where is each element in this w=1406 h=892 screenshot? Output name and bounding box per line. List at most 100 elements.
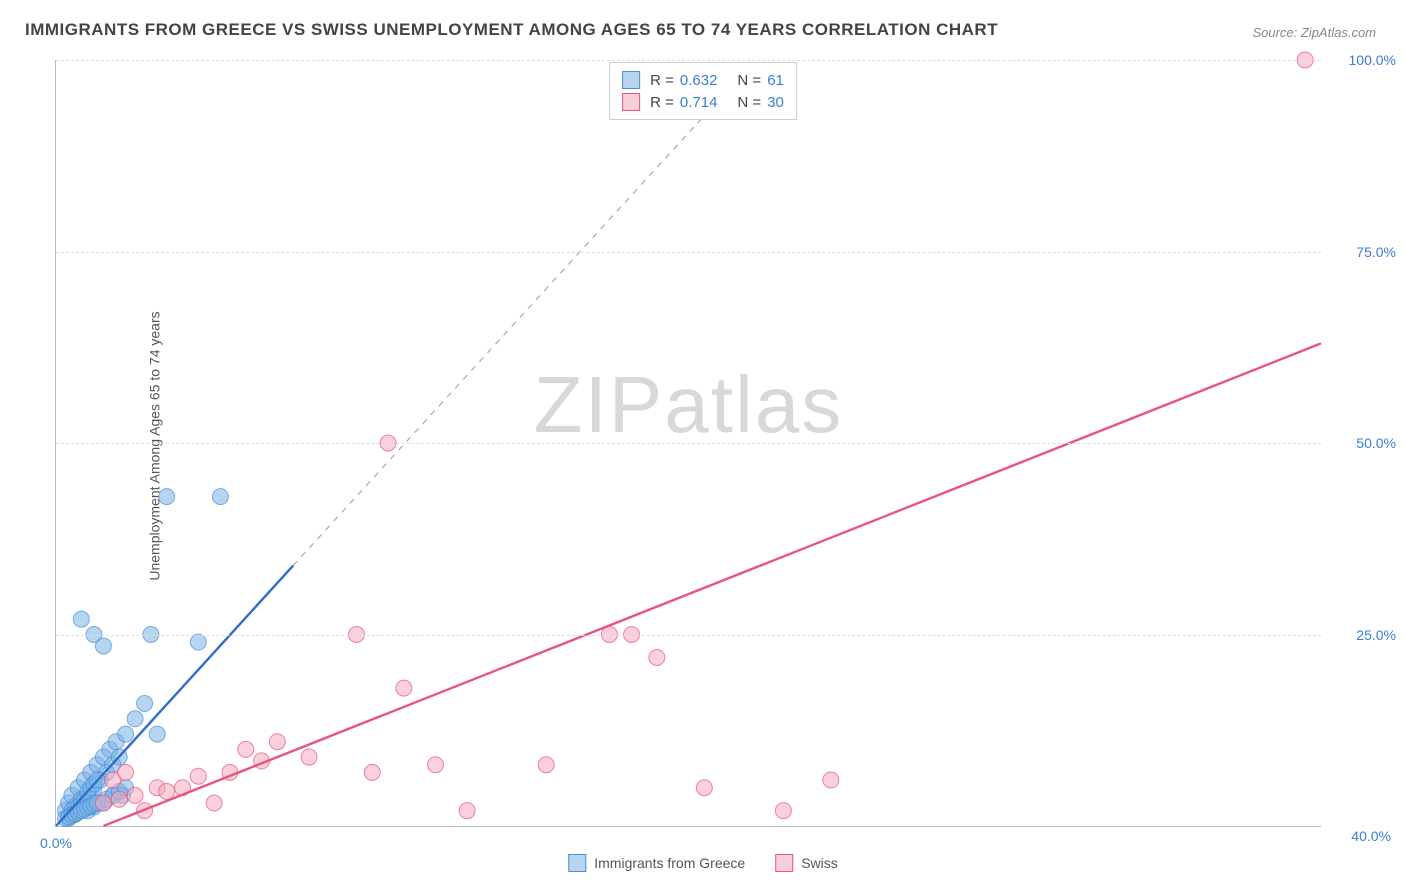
data-point [99,764,115,780]
data-point [76,791,92,807]
legend-stats-row: R =0.714N =30 [622,91,784,113]
n-label: N = [737,94,761,111]
data-point [105,757,121,773]
y-tick-label: 100.0% [1331,52,1396,68]
data-point [99,791,115,807]
legend-swatch-icon [568,854,586,872]
data-point [92,795,108,811]
legend-swatch-icon [622,71,640,89]
data-point [108,734,124,750]
data-point [64,803,80,819]
data-point [269,734,285,750]
data-point [118,726,134,742]
data-point [67,799,83,815]
data-point [696,780,712,796]
y-tick-label: 25.0% [1331,627,1396,643]
trend-line [103,343,1321,826]
data-point [206,795,222,811]
data-point [118,764,134,780]
data-point [114,787,130,803]
data-point [95,795,111,811]
data-point [649,649,665,665]
data-point [73,803,89,819]
data-point [80,800,96,816]
data-point [86,776,102,792]
data-point [57,810,73,826]
data-point [70,799,86,815]
data-point [95,749,111,765]
data-point [61,810,77,826]
series-legend: Immigrants from Greece Swiss [568,854,838,872]
data-point [111,784,127,800]
r-value: 0.632 [680,72,718,89]
chart-title: IMMIGRANTS FROM GREECE VS SWISS UNEMPLOY… [25,20,998,40]
source-label: Source: ZipAtlas.com [1252,25,1376,40]
data-point [118,780,134,796]
data-point [61,809,77,825]
data-point [83,780,99,796]
data-point [775,803,791,819]
data-point [89,757,105,773]
data-point [459,803,475,819]
data-point [111,791,127,807]
data-point [538,757,554,773]
data-point [89,795,105,811]
y-tick-label: 75.0% [1331,244,1396,260]
legend-item: Swiss [775,854,838,872]
data-point [159,489,175,505]
data-point [127,787,143,803]
data-point [137,803,153,819]
data-point [823,772,839,788]
data-point [190,634,206,650]
data-point [80,787,96,803]
y-tick-label: 50.0% [1331,435,1396,451]
data-point [64,787,80,803]
data-point [95,638,111,654]
data-point [428,757,444,773]
data-point [86,780,102,796]
data-point [73,791,89,807]
data-point [364,764,380,780]
x-tick-label-left: 0.0% [40,835,72,851]
data-point [64,807,80,823]
data-point [92,772,108,788]
n-value: 30 [767,94,784,111]
data-point [73,611,89,627]
data-point [86,797,102,813]
data-point [80,803,96,819]
data-point [70,780,86,796]
legend-swatch-icon [775,854,793,872]
gridline [56,60,1321,61]
data-point [222,764,238,780]
r-label: R = [650,72,674,89]
legend-label: Immigrants from Greece [594,855,745,871]
data-point [67,806,83,822]
data-point [105,772,121,788]
data-point [212,489,228,505]
data-point [190,768,206,784]
data-point [137,695,153,711]
legend-swatch-icon [622,93,640,111]
data-point [80,784,96,800]
data-point [105,787,121,803]
data-point [238,741,254,757]
data-point [64,807,80,823]
r-label: R = [650,94,674,111]
chart-container: IMMIGRANTS FROM GREECE VS SWISS UNEMPLOY… [0,0,1406,892]
data-point [159,784,175,800]
data-point [95,795,111,811]
gridline [56,252,1321,253]
x-tick-label-right: 40.0% [1331,828,1391,844]
n-label: N = [737,72,761,89]
data-point [301,749,317,765]
data-point [76,801,92,817]
data-point [67,807,83,823]
data-point [175,780,191,796]
data-point [73,795,89,811]
data-point [105,787,121,803]
legend-stats-row: R =0.632N =61 [622,69,784,91]
gridline [56,443,1321,444]
watermark-text: ZIPatlas [534,359,843,451]
data-point [89,772,105,788]
data-point [61,795,77,811]
